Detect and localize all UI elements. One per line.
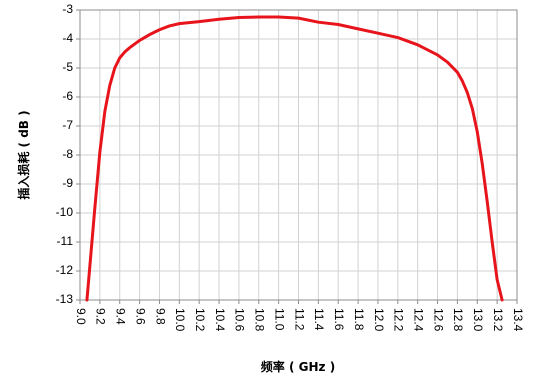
x-tick-label: 12.2 xyxy=(392,308,406,332)
x-tick-label: 9.6 xyxy=(133,308,147,325)
x-tick-marks xyxy=(79,300,518,304)
x-tick-label: 11.0 xyxy=(272,308,286,331)
y-tick-label: -8 xyxy=(62,147,73,161)
y-tick-label: -7 xyxy=(62,118,73,132)
x-tick-label: 12.0 xyxy=(372,308,386,332)
x-tick-label: 11.6 xyxy=(332,308,346,331)
y-tick-label: -13 xyxy=(56,292,74,306)
x-tick-label: 9.4 xyxy=(114,308,128,325)
insertion-loss-series-line xyxy=(85,15,504,302)
x-tick-label: 13.2 xyxy=(491,308,505,332)
x-tick-label: 10.2 xyxy=(193,308,207,332)
y-tick-label: -9 xyxy=(62,176,73,190)
x-tick-label: 11.8 xyxy=(352,308,366,331)
x-tick-label: 12.8 xyxy=(451,308,465,332)
y-tick-label: -4 xyxy=(62,31,73,45)
x-tick-label: 11.2 xyxy=(292,308,306,331)
series-layer xyxy=(85,15,504,302)
x-tick-label: 10.8 xyxy=(253,308,267,332)
x-tick-label: 13.0 xyxy=(471,308,485,332)
x-tick-label: 13.4 xyxy=(511,308,525,332)
x-axis-title: 频率 ( GHz ) xyxy=(261,359,335,374)
x-tick-label: 11.4 xyxy=(312,308,326,331)
x-tick-label: 12.4 xyxy=(412,308,426,332)
x-tick-label: 9.8 xyxy=(153,308,167,325)
y-tick-marks xyxy=(76,9,80,301)
x-tick-labels: 9.0 9.2 9.4 9.6 9.8 10.0 10.2 10.4 10.6 10.8 11.0 1… xyxy=(74,308,525,332)
y-tick-label: -5 xyxy=(62,60,73,74)
x-tick-label: 10.4 xyxy=(213,308,227,332)
y-tick-labels: -3 -4 -5 -6 -7 -8 -9 -10 -11 -12 -13 xyxy=(56,2,74,306)
y-tick-label: -6 xyxy=(62,89,73,103)
y-tick-label: -11 xyxy=(57,234,74,248)
x-tick-label: 9.2 xyxy=(94,308,108,325)
x-tick-label: 9.0 xyxy=(74,308,88,325)
y-tick-label: -10 xyxy=(56,205,74,219)
x-tick-label: 12.6 xyxy=(431,308,445,332)
y-axis-title: 插入损耗 ( dB ) xyxy=(16,110,31,199)
x-tick-label: 10.6 xyxy=(233,308,247,332)
x-tick-label: 10.0 xyxy=(173,308,187,332)
y-tick-label: -12 xyxy=(56,263,74,277)
y-tick-label: -3 xyxy=(62,2,73,16)
